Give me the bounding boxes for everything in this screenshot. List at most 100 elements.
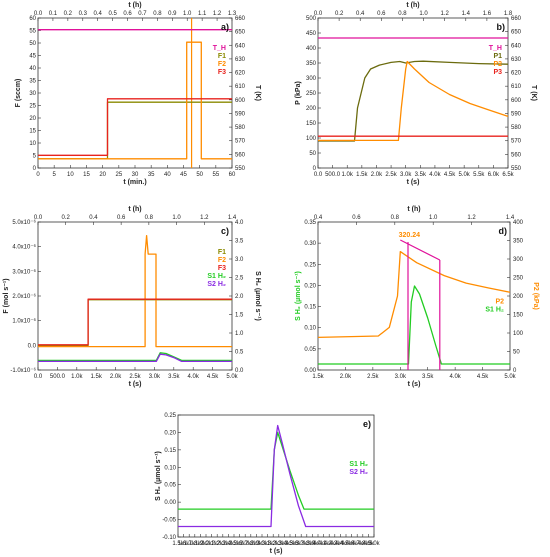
y-tick-label: 0.0 xyxy=(28,343,37,349)
legend-entry: F1 xyxy=(218,249,226,256)
annotation-segment xyxy=(400,239,441,261)
legend-entry: F3 xyxy=(218,265,226,272)
x2-tick-label: 0.4 xyxy=(314,215,323,221)
legend-entry: S1 H₂ xyxy=(349,461,368,468)
y2-tick-label: 600 xyxy=(235,98,246,104)
y2-tick-label: 4.0 xyxy=(235,220,244,226)
x2-tick-label: 0.6 xyxy=(377,11,386,17)
x-tick-label: 4.7k xyxy=(352,541,364,547)
x2-tick-label: 1.4 xyxy=(462,11,471,17)
plot-frame xyxy=(37,17,233,169)
x-tick-label: 3.0k xyxy=(400,172,412,178)
y-tick-label: 0.10 xyxy=(164,465,176,471)
y-tick-label: 50 xyxy=(309,151,316,157)
x-tick-label: 3.3k xyxy=(273,541,285,547)
x2-tick-label: 1.2 xyxy=(213,11,222,17)
x2-tick-label: 1.2 xyxy=(440,11,449,17)
y-tick-label: 0 xyxy=(313,166,317,172)
y-axis-label: P (kPa) xyxy=(295,81,302,105)
x2-axis-label: t (h) xyxy=(128,206,141,213)
y2-tick-label: 1.0 xyxy=(235,331,244,337)
x-tick-label: 25 xyxy=(115,172,122,178)
x-tick-label: 4.0k xyxy=(312,541,324,547)
y-tick-label: -1.0x10⁻⁶ xyxy=(10,367,36,374)
y-tick-label: 10 xyxy=(29,141,36,147)
y2-tick-label: 3.0 xyxy=(235,257,244,263)
y2-tick-label: 0 xyxy=(513,368,517,374)
plot-frame xyxy=(317,221,511,371)
plot-frame xyxy=(317,17,509,169)
legend-entry: P3 xyxy=(493,69,502,76)
y-tick-label: 0.10 xyxy=(304,326,316,332)
panel-label: d) xyxy=(499,226,508,236)
y2-axis-label: S H₂ (µmol s⁻¹) xyxy=(254,271,261,321)
x-tick-label: 3.7k xyxy=(296,541,308,547)
x-tick-label: 20 xyxy=(99,172,106,178)
y-tick-label: 0.05 xyxy=(304,347,316,353)
legend-entry: P1 xyxy=(493,53,502,60)
x-tick-label: 0.0 xyxy=(314,172,323,178)
x-tick-label: 55 xyxy=(212,172,219,178)
y-tick-label: 60 xyxy=(29,16,36,22)
y2-tick-label: 560 xyxy=(235,152,246,158)
y-tick-label: 0.30 xyxy=(304,241,316,247)
x-tick-label: 0 xyxy=(36,172,40,178)
x2-tick-label: 1.2 xyxy=(467,215,476,221)
x-tick-label: 2.7k xyxy=(240,541,252,547)
x-tick-label: 2.8k xyxy=(245,541,257,547)
y2-tick-label: 0.5 xyxy=(235,350,244,356)
y2-tick-label: 610 xyxy=(511,84,522,90)
y-tick-label: 0 xyxy=(33,166,37,172)
x-tick-label: 4.5k xyxy=(207,374,219,380)
x2-tick-label: 0.2 xyxy=(64,11,73,17)
series-line xyxy=(38,298,232,346)
x-tick-label: 3.5k xyxy=(284,541,296,547)
x-tick-label: 3.8k xyxy=(301,541,313,547)
x-axis-label: t (s) xyxy=(270,548,283,555)
y-tick-label: 1.0x10⁻⁶ xyxy=(12,318,36,325)
legend-entry: F2 xyxy=(218,61,226,68)
x2-tick-label: 1.1 xyxy=(198,11,207,17)
x-tick-label: 30 xyxy=(132,172,139,178)
legend-entry: S2 H₂ xyxy=(207,281,226,288)
x-tick-label: 4.0k xyxy=(188,374,200,380)
x2-tick-label: 1.8 xyxy=(504,11,513,17)
y2-tick-label: 0.0 xyxy=(235,368,244,374)
y-tick-label: 250 xyxy=(306,91,317,97)
y2-axis-label: T (K) xyxy=(530,85,537,101)
x-tick-label: 5.0k xyxy=(458,172,470,178)
y-tick-label: 20 xyxy=(29,116,36,122)
y2-tick-label: 2.5 xyxy=(235,276,244,282)
x2-tick-label: 0.9 xyxy=(168,11,177,17)
x-tick-label: 4.6k xyxy=(346,541,358,547)
y-tick-label: 0.20 xyxy=(304,283,316,289)
x2-tick-label: 0.0 xyxy=(34,215,43,221)
y2-tick-label: 630 xyxy=(235,57,246,63)
plot-frame xyxy=(37,221,233,371)
y-tick-label: -0.10 xyxy=(162,535,176,541)
y2-tick-label: 570 xyxy=(511,139,522,145)
x-tick-label: 2.6k xyxy=(234,541,246,547)
y2-tick-label: 600 xyxy=(511,98,522,104)
y2-tick-label: 150 xyxy=(513,313,524,319)
x-tick-label: 3.1k xyxy=(262,541,274,547)
x-tick-label: 0.0 xyxy=(34,374,43,380)
x-tick-label: 2.3k xyxy=(217,541,229,547)
y2-axis-label: P2 (kPa) xyxy=(532,282,539,310)
y2-tick-label: 100 xyxy=(513,331,524,337)
x-tick-label: 4.2k xyxy=(324,541,336,547)
x2-axis-label: t (h) xyxy=(407,206,420,213)
y-tick-label: 25 xyxy=(29,104,36,110)
x2-tick-label: 0.4 xyxy=(94,11,103,17)
x-tick-label: 6.0k xyxy=(488,172,500,178)
y-axis-label: S H₂ (µmol s⁻¹) xyxy=(155,451,162,501)
x2-tick-label: 1.0 xyxy=(172,215,181,221)
x2-axis-label: t (h) xyxy=(406,2,419,9)
y2-tick-label: 1.5 xyxy=(235,313,244,319)
x2-tick-label: 0.2 xyxy=(335,11,344,17)
y-tick-label: 300 xyxy=(306,76,317,82)
y-axis-label: F (mol s⁻¹) xyxy=(3,278,10,313)
x-tick-label: 4.9k xyxy=(363,541,375,547)
y-tick-label: 0.00 xyxy=(304,368,316,374)
